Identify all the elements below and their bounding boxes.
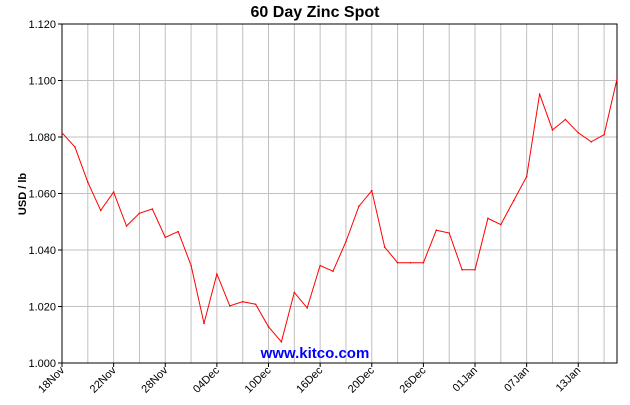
data-point — [358, 205, 360, 208]
data-point — [396, 261, 399, 264]
y-tick-label: 1.040 — [28, 245, 56, 257]
data-point — [332, 270, 334, 272]
data-point — [616, 78, 618, 80]
data-point — [164, 236, 167, 239]
data-point — [203, 322, 205, 325]
grid — [62, 23, 617, 364]
data-point — [74, 146, 76, 148]
data-point — [422, 261, 425, 264]
series-points — [61, 78, 618, 343]
data-point — [345, 240, 347, 243]
data-point — [577, 131, 580, 134]
data-point — [474, 268, 476, 271]
y-axis-ticks: 1.000 1.020 1.040 1.060 1.080 1.100 1.120 — [28, 19, 62, 370]
data-point — [138, 212, 141, 215]
data-point — [461, 268, 463, 271]
data-point — [564, 118, 567, 121]
data-point — [99, 209, 102, 212]
data-point — [254, 303, 257, 306]
data-point — [525, 175, 528, 178]
data-point — [370, 189, 373, 192]
data-point — [228, 305, 231, 307]
data-point — [487, 217, 489, 220]
watermark: www.kitco.com — [260, 345, 370, 362]
data-point — [151, 208, 154, 210]
y-tick-label: 1.060 — [28, 189, 56, 201]
data-point — [512, 199, 515, 202]
y-tick-label: 1.100 — [28, 76, 56, 88]
y-tick-label: 1.000 — [28, 358, 56, 370]
y-tick-label: 1.120 — [28, 19, 56, 31]
chart-title: 60 Day Zinc Spot — [251, 4, 381, 21]
data-point — [61, 131, 63, 134]
data-point — [87, 181, 89, 183]
y-tick-label: 1.080 — [28, 132, 56, 144]
data-point — [306, 307, 309, 309]
data-point — [280, 341, 283, 343]
data-point — [293, 291, 296, 294]
series-line — [61, 78, 618, 343]
y-tick-label: 1.020 — [28, 302, 56, 314]
data-point — [409, 261, 412, 264]
data-point — [241, 300, 244, 303]
data-point — [112, 191, 115, 193]
data-point — [538, 93, 541, 95]
data-point — [448, 232, 451, 234]
data-point — [590, 141, 592, 143]
data-point — [125, 225, 128, 227]
y-axis-label: USD / lb — [17, 173, 29, 215]
data-point — [500, 223, 502, 226]
data-point — [383, 246, 386, 248]
data-point — [319, 264, 321, 267]
data-point — [216, 273, 218, 275]
data-point — [177, 230, 179, 233]
data-point — [190, 264, 192, 267]
data-point — [435, 229, 438, 232]
data-point — [551, 129, 554, 131]
data-point — [267, 326, 270, 328]
data-point — [603, 133, 605, 136]
